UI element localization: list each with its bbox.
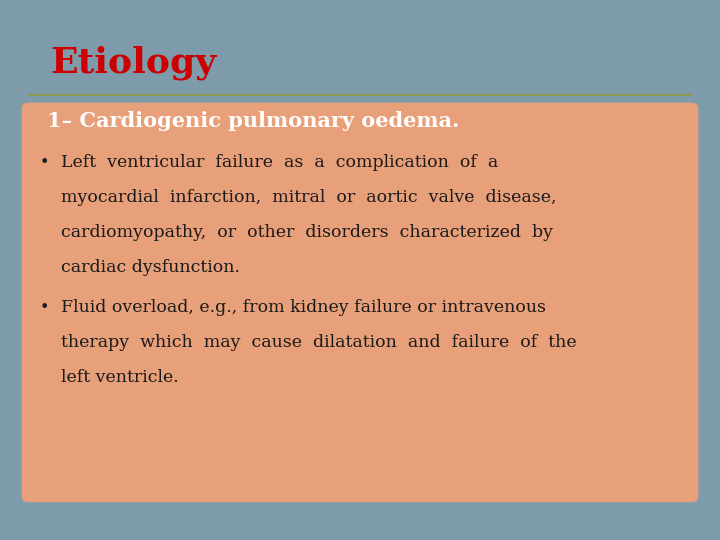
Text: therapy  which  may  cause  dilatation  and  failure  of  the: therapy which may cause dilatation and f… — [61, 334, 577, 350]
Text: left ventricle.: left ventricle. — [61, 369, 179, 386]
Text: cardiac dysfunction.: cardiac dysfunction. — [61, 259, 240, 276]
Text: Left  ventricular  failure  as  a  complication  of  a: Left ventricular failure as a complicati… — [61, 154, 498, 171]
Text: 1– Cardiogenic pulmonary oedema.: 1– Cardiogenic pulmonary oedema. — [47, 111, 459, 131]
Text: cardiomyopathy,  or  other  disorders  characterized  by: cardiomyopathy, or other disorders chara… — [61, 224, 553, 241]
Text: •: • — [40, 299, 49, 315]
Text: Fluid overload, e.g., from kidney failure or intravenous: Fluid overload, e.g., from kidney failur… — [61, 299, 546, 315]
FancyBboxPatch shape — [22, 103, 698, 502]
Text: •: • — [40, 154, 49, 171]
Text: Etiology: Etiology — [50, 46, 217, 80]
Text: myocardial  infarction,  mitral  or  aortic  valve  disease,: myocardial infarction, mitral or aortic … — [61, 189, 557, 206]
